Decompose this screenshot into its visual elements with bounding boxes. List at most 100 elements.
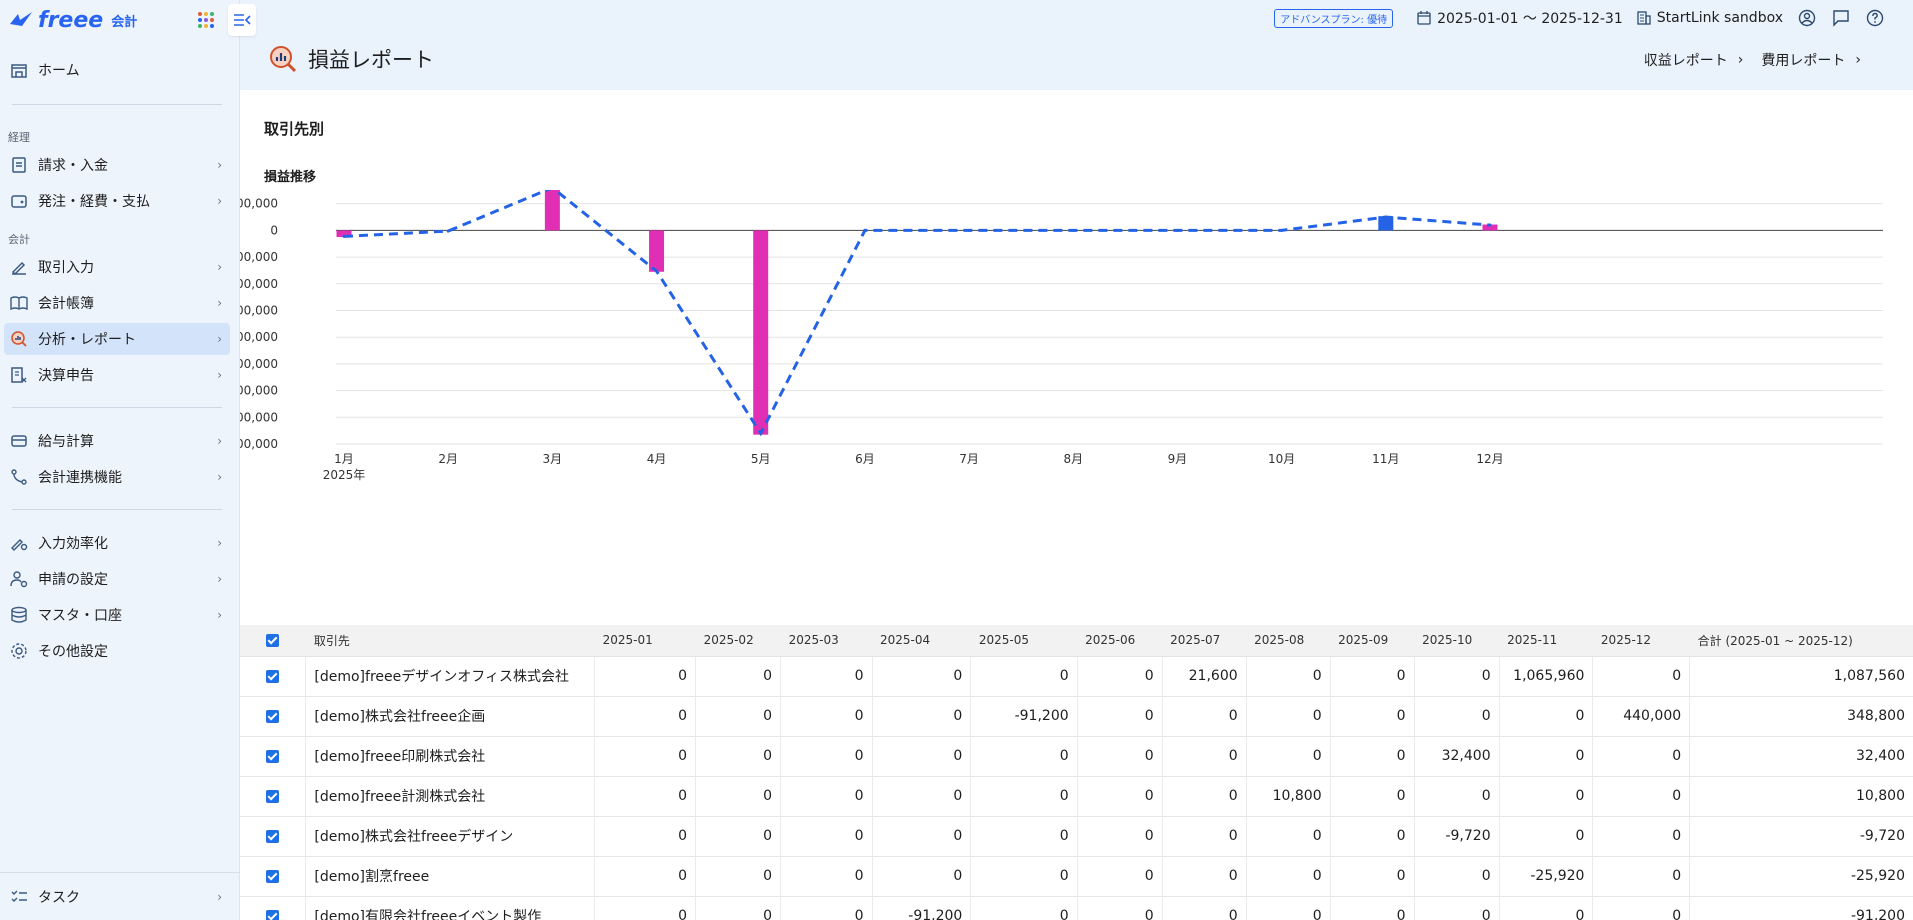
amount-cell[interactable]: 0 xyxy=(695,816,781,856)
column-header[interactable]: 2025-08 xyxy=(1246,625,1331,657)
help-icon[interactable] xyxy=(1865,8,1885,28)
amount-cell[interactable]: 0 xyxy=(1076,736,1163,776)
column-header[interactable]: 取引先 xyxy=(305,625,595,657)
row-checkbox[interactable] xyxy=(266,709,280,723)
sidebar-item-closing[interactable]: 決算申告 › xyxy=(4,359,230,391)
select-all-checkbox[interactable] xyxy=(266,634,280,648)
partner-name-cell[interactable]: [demo]freee計測株式会社 xyxy=(305,776,595,816)
amount-cell[interactable]: 0 xyxy=(1592,776,1690,816)
amount-cell[interactable]: 0 xyxy=(1413,776,1500,816)
amount-cell[interactable]: 0 xyxy=(970,736,1078,776)
amount-cell[interactable]: 0 xyxy=(871,856,971,896)
amount-cell[interactable]: 0 xyxy=(1161,816,1247,856)
amount-cell[interactable]: 0 xyxy=(594,696,696,736)
amount-cell[interactable]: 0 xyxy=(1076,896,1163,920)
amount-cell[interactable]: 0 xyxy=(1592,856,1690,896)
amount-cell[interactable]: 1,087,560 xyxy=(1689,656,1913,696)
sidebar-item-report[interactable]: 分析・レポート › xyxy=(4,323,230,355)
amount-cell[interactable]: 0 xyxy=(1413,856,1500,896)
amount-cell[interactable]: 0 xyxy=(695,696,781,736)
amount-cell[interactable]: 0 xyxy=(871,656,971,696)
amount-cell[interactable]: 0 xyxy=(780,776,872,816)
amount-cell[interactable]: 0 xyxy=(1592,816,1690,856)
amount-cell[interactable]: 0 xyxy=(1245,696,1331,736)
amount-cell[interactable]: -9,720 xyxy=(1413,816,1500,856)
sidebar-item-entry[interactable]: 取引入力 › xyxy=(4,251,230,283)
amount-cell[interactable]: 0 xyxy=(695,896,781,920)
amount-cell[interactable]: 0 xyxy=(1329,816,1415,856)
amount-cell[interactable]: 0 xyxy=(1592,656,1690,696)
amount-cell[interactable]: 0 xyxy=(1413,896,1500,920)
row-checkbox[interactable] xyxy=(266,869,280,883)
amount-cell[interactable]: 348,800 xyxy=(1689,696,1913,736)
amount-cell[interactable]: 0 xyxy=(1329,656,1415,696)
amount-cell[interactable]: 0 xyxy=(871,816,971,856)
amount-cell[interactable]: 21,600 xyxy=(1161,656,1247,696)
sidebar-item-application[interactable]: 申請の設定 › xyxy=(4,563,230,595)
sidebar-item-order[interactable]: 発注・経費・支払 › xyxy=(4,185,230,217)
amount-cell[interactable]: 0 xyxy=(1161,696,1247,736)
column-header[interactable]: 2025-01 xyxy=(594,625,696,657)
column-header[interactable]: 2025-02 xyxy=(695,625,781,657)
amount-cell[interactable]: 0 xyxy=(970,896,1078,920)
amount-cell[interactable]: 0 xyxy=(594,656,696,696)
amount-cell[interactable]: 0 xyxy=(1329,736,1415,776)
sidebar-item-books[interactable]: 会計帳簿 › xyxy=(4,287,230,319)
account-icon[interactable] xyxy=(1797,8,1817,28)
amount-cell[interactable]: 0 xyxy=(871,736,971,776)
sidebar-item-invoice[interactable]: 請求・入金 › xyxy=(4,149,230,181)
amount-cell[interactable]: 0 xyxy=(1076,696,1163,736)
amount-cell[interactable]: 0 xyxy=(1161,896,1247,920)
amount-cell[interactable]: 0 xyxy=(970,776,1078,816)
amount-cell[interactable]: 0 xyxy=(970,656,1078,696)
amount-cell[interactable]: 0 xyxy=(1076,816,1163,856)
column-header[interactable]: 2025-12 xyxy=(1592,625,1690,657)
sidebar-item-efficiency[interactable]: 入力効率化 › xyxy=(4,527,230,559)
amount-cell[interactable]: -91,200 xyxy=(970,696,1078,736)
amount-cell[interactable]: 32,400 xyxy=(1689,736,1913,776)
partner-name-cell[interactable]: [demo]株式会社freeeデザイン xyxy=(305,816,595,856)
row-checkbox[interactable] xyxy=(266,789,280,803)
sidebar-item-home[interactable]: ホーム xyxy=(4,54,230,86)
amount-cell[interactable]: -25,920 xyxy=(1498,856,1593,896)
amount-cell[interactable]: 0 xyxy=(1498,736,1593,776)
period-selector[interactable]: 2025-01-01 〜 2025-12-31 xyxy=(1417,8,1623,28)
row-checkbox[interactable] xyxy=(266,749,280,763)
amount-cell[interactable]: 0 xyxy=(1498,776,1593,816)
column-header[interactable]: 2025-09 xyxy=(1330,625,1415,657)
amount-cell[interactable]: 0 xyxy=(970,856,1078,896)
amount-cell[interactable]: 0 xyxy=(1413,696,1500,736)
column-header[interactable]: 2025-10 xyxy=(1414,625,1500,657)
column-header[interactable]: 2025-03 xyxy=(780,625,872,657)
amount-cell[interactable]: 0 xyxy=(780,656,872,696)
amount-cell[interactable]: 0 xyxy=(1161,776,1247,816)
amount-cell[interactable]: 0 xyxy=(970,816,1078,856)
amount-cell[interactable]: 1,065,960 xyxy=(1498,656,1593,696)
freee-logo[interactable]: freee 会計 xyxy=(8,8,137,33)
amount-cell[interactable]: 0 xyxy=(695,856,781,896)
amount-cell[interactable]: 0 xyxy=(1245,656,1331,696)
message-icon[interactable] xyxy=(1831,8,1851,28)
amount-cell[interactable]: 0 xyxy=(1161,856,1247,896)
amount-cell[interactable]: -9,720 xyxy=(1689,816,1913,856)
amount-cell[interactable]: 0 xyxy=(1076,656,1163,696)
amount-cell[interactable]: 0 xyxy=(1498,696,1593,736)
amount-cell[interactable]: 0 xyxy=(871,696,971,736)
amount-cell[interactable]: 0 xyxy=(1498,896,1593,920)
amount-cell[interactable]: 10,800 xyxy=(1245,776,1331,816)
amount-cell[interactable]: 0 xyxy=(1076,856,1163,896)
column-header[interactable]: 2025-11 xyxy=(1499,625,1593,657)
partner-name-cell[interactable]: [demo]有限会社freeeイベント製作 xyxy=(305,896,595,920)
amount-cell[interactable]: 0 xyxy=(594,816,696,856)
amount-cell[interactable]: 0 xyxy=(780,736,872,776)
amount-cell[interactable]: 0 xyxy=(695,736,781,776)
sidebar-item-integration[interactable]: 会計連携機能 › xyxy=(4,461,230,493)
row-checkbox[interactable] xyxy=(266,909,280,920)
amount-cell[interactable]: 0 xyxy=(1076,776,1163,816)
amount-cell[interactable]: -25,920 xyxy=(1689,856,1913,896)
company-selector[interactable]: StartLink sandbox xyxy=(1637,10,1783,26)
amount-cell[interactable]: 0 xyxy=(780,696,872,736)
sidebar-item-master[interactable]: マスタ・口座 › xyxy=(4,599,230,631)
app-switcher-icon[interactable] xyxy=(198,12,214,28)
expense-report-link[interactable]: 費用レポート › xyxy=(1761,50,1861,70)
